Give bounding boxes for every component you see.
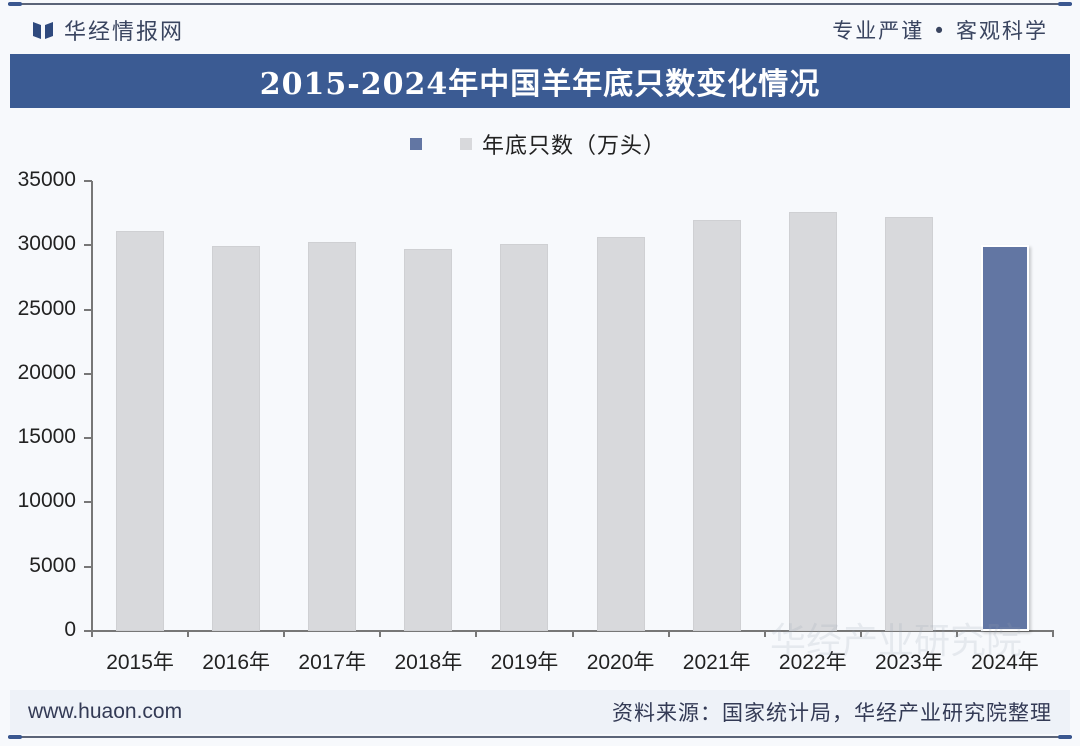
chart-legend: 年底只数（万头） (410, 128, 666, 160)
x-tick (571, 630, 574, 637)
x-tick-label: 2023年 (874, 651, 943, 674)
bar-2020年 (596, 236, 645, 631)
y-tick (84, 437, 92, 440)
x-tick-label: 2015年 (106, 651, 174, 674)
bottom-divider (8, 735, 1072, 739)
x-tick (955, 630, 958, 637)
x-tick-label: 2021年 (682, 651, 751, 674)
y-tick (84, 565, 92, 568)
x-tick (475, 630, 478, 637)
bar-2017年 (308, 242, 357, 631)
x-tick (1052, 630, 1054, 637)
x-tick (91, 630, 93, 637)
y-tick-label: 30000 (17, 232, 76, 256)
slogan: 专业严谨 • 客观科学 (832, 19, 1048, 43)
x-tick-label: 2024年 (971, 651, 1039, 674)
y-tick-label: 20000 (17, 360, 76, 384)
brand: 华经情报网 (10, 14, 184, 46)
y-tick-label: 10000 (17, 489, 76, 513)
footer: www.huaon.com 资料来源：国家统计局，华经产业研究院整理 (10, 690, 1070, 734)
legend-swatch-highlight (410, 138, 422, 150)
y-tick-label: 35000 (17, 168, 76, 191)
y-tick-label: 5000 (29, 553, 76, 577)
y-tick-label: 25000 (17, 296, 76, 320)
brand-logo-icon (32, 19, 54, 41)
x-tick-label: 2016年 (202, 651, 270, 674)
chart-title: 2015-2024年中国羊年底只数变化情况 (259, 67, 821, 102)
bar-2015年 (116, 231, 165, 631)
bar-2016年 (212, 246, 261, 631)
x-tick (187, 630, 190, 637)
x-tick (379, 630, 382, 637)
x-tick (763, 630, 766, 637)
x-tick (283, 630, 286, 637)
x-tick-label: 2017年 (298, 651, 367, 674)
x-tick-label: 2019年 (490, 651, 559, 674)
legend-label: 年底只数（万头） (482, 134, 667, 159)
bar-2021年 (692, 219, 741, 631)
data-source: 资料来源：国家统计局，华经产业研究院整理 (612, 701, 1052, 725)
y-tick (84, 630, 92, 632)
y-tick (84, 244, 92, 247)
bar-2019年 (500, 244, 549, 631)
legend-swatch-default (460, 138, 472, 150)
x-tick-label: 2022年 (778, 651, 847, 674)
header: 华经情报网 专业严谨 • 客观科学 (10, 8, 1070, 52)
footer-url: www.huaon.com (28, 700, 183, 723)
y-axis (91, 181, 93, 631)
x-tick-label: 2020年 (586, 651, 655, 674)
brand-name: 华经情报网 (64, 20, 185, 45)
top-divider (8, 2, 1072, 6)
x-tick (859, 630, 862, 637)
bar-2023年 (884, 216, 933, 631)
title-bar: 2015-2024年中国羊年底只数变化情况 (10, 54, 1070, 108)
y-tick (84, 308, 92, 311)
y-tick-label: 0 (64, 618, 76, 641)
bar-2022年 (788, 211, 837, 631)
y-tick (84, 372, 92, 375)
x-tick (667, 630, 670, 637)
bar-2018年 (404, 248, 453, 631)
x-tick-label: 2018年 (394, 651, 463, 674)
y-tick-label: 15000 (17, 425, 76, 449)
bar-2024年 (980, 245, 1029, 631)
y-tick (84, 501, 92, 504)
y-tick (84, 180, 92, 182)
